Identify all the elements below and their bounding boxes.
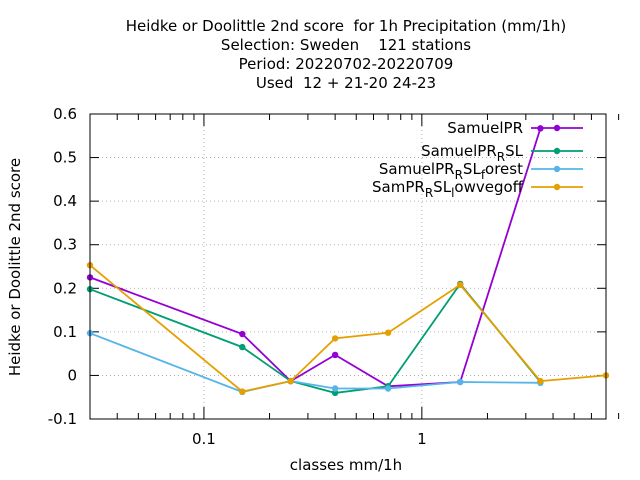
y-tick-label: 0.6 xyxy=(53,105,77,123)
axis-ticks: -0.1 0 0.1 0.2 0.3 0.4 0.5 0.6 0.1 1 xyxy=(48,105,620,448)
legend: SamuelPR SamuelPRRSLSamuelPRRSLforestSamP… xyxy=(372,119,583,200)
legend-label-2: SamuelPRRSL xyxy=(421,142,524,164)
legend-marker xyxy=(553,147,561,155)
legend-marker xyxy=(553,183,561,191)
grid xyxy=(90,113,606,420)
data-point xyxy=(331,335,339,342)
y-axis-label: Heidke or Doolittle 2nd score xyxy=(6,158,24,376)
plot-frame xyxy=(89,113,607,420)
legend-marker xyxy=(553,165,561,173)
y-tick-label: -0.1 xyxy=(48,410,77,428)
chart-title: Heidke or Doolittle 2nd score for 1h Pre… xyxy=(126,17,567,92)
title-line-1: Heidke or Doolittle 2nd score for 1h Pre… xyxy=(126,17,567,35)
data-point xyxy=(457,378,464,386)
legend-label-3: SamuelPRRSLforest xyxy=(379,160,523,182)
data-point xyxy=(239,343,246,351)
series xyxy=(86,125,610,397)
data-point xyxy=(239,388,246,395)
title-line-4: Used 12 + 21-20 24-23 xyxy=(256,74,436,92)
y-tick-label: 0.5 xyxy=(53,149,77,167)
data-point xyxy=(239,330,246,338)
x-tick-label: 0.1 xyxy=(192,430,216,448)
y-tick-label: 0.4 xyxy=(53,192,77,210)
x-axis-label: classes mm/1h xyxy=(290,456,402,474)
legend-label-1: SamuelPR xyxy=(447,119,523,137)
y-tick-label: 0.1 xyxy=(53,323,77,341)
legend-marker xyxy=(553,124,561,132)
y-tick-label: 0.2 xyxy=(53,279,77,297)
legend-label-4: SamPRRSLlowvegoff xyxy=(372,178,524,200)
data-point xyxy=(537,377,544,385)
title-line-2: Selection: Sweden 121 stations xyxy=(221,36,471,54)
title-line-3: Period: 20220702-20220709 xyxy=(239,55,454,73)
data-point xyxy=(384,329,392,336)
data-point xyxy=(331,351,339,359)
x-tick-label: 1 xyxy=(417,430,427,448)
y-tick-label: 0.3 xyxy=(53,236,77,254)
data-point xyxy=(331,385,339,392)
series-line-4 xyxy=(89,264,607,393)
data-point xyxy=(457,281,464,288)
y-tick-label: 0 xyxy=(67,366,77,384)
data-point xyxy=(287,377,294,385)
data-point xyxy=(384,385,392,392)
